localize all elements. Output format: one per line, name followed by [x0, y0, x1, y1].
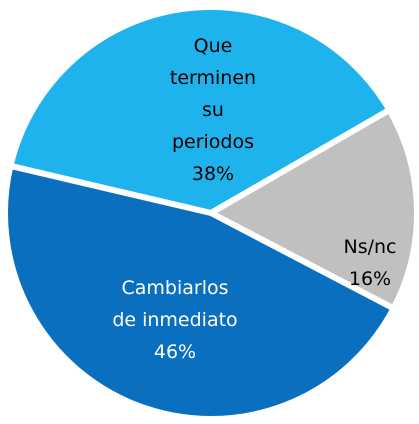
slice-label: Cambiarlos de inmediato 46%	[110, 272, 240, 368]
category-label: Cambiarlos de inmediato	[112, 277, 238, 331]
value-label: 16%	[348, 268, 392, 290]
value-label: 46%	[153, 341, 197, 363]
pie-slice	[208, 107, 419, 312]
value-label: 38%	[191, 163, 235, 185]
slice-label: Que terminen su periodos 38%	[165, 30, 261, 190]
slice-label: Ns/nc 16%	[325, 231, 415, 295]
category-label: Que terminen su periodos	[169, 35, 257, 153]
category-label: Ns/nc	[343, 236, 397, 258]
pie-slice	[2, 162, 397, 422]
